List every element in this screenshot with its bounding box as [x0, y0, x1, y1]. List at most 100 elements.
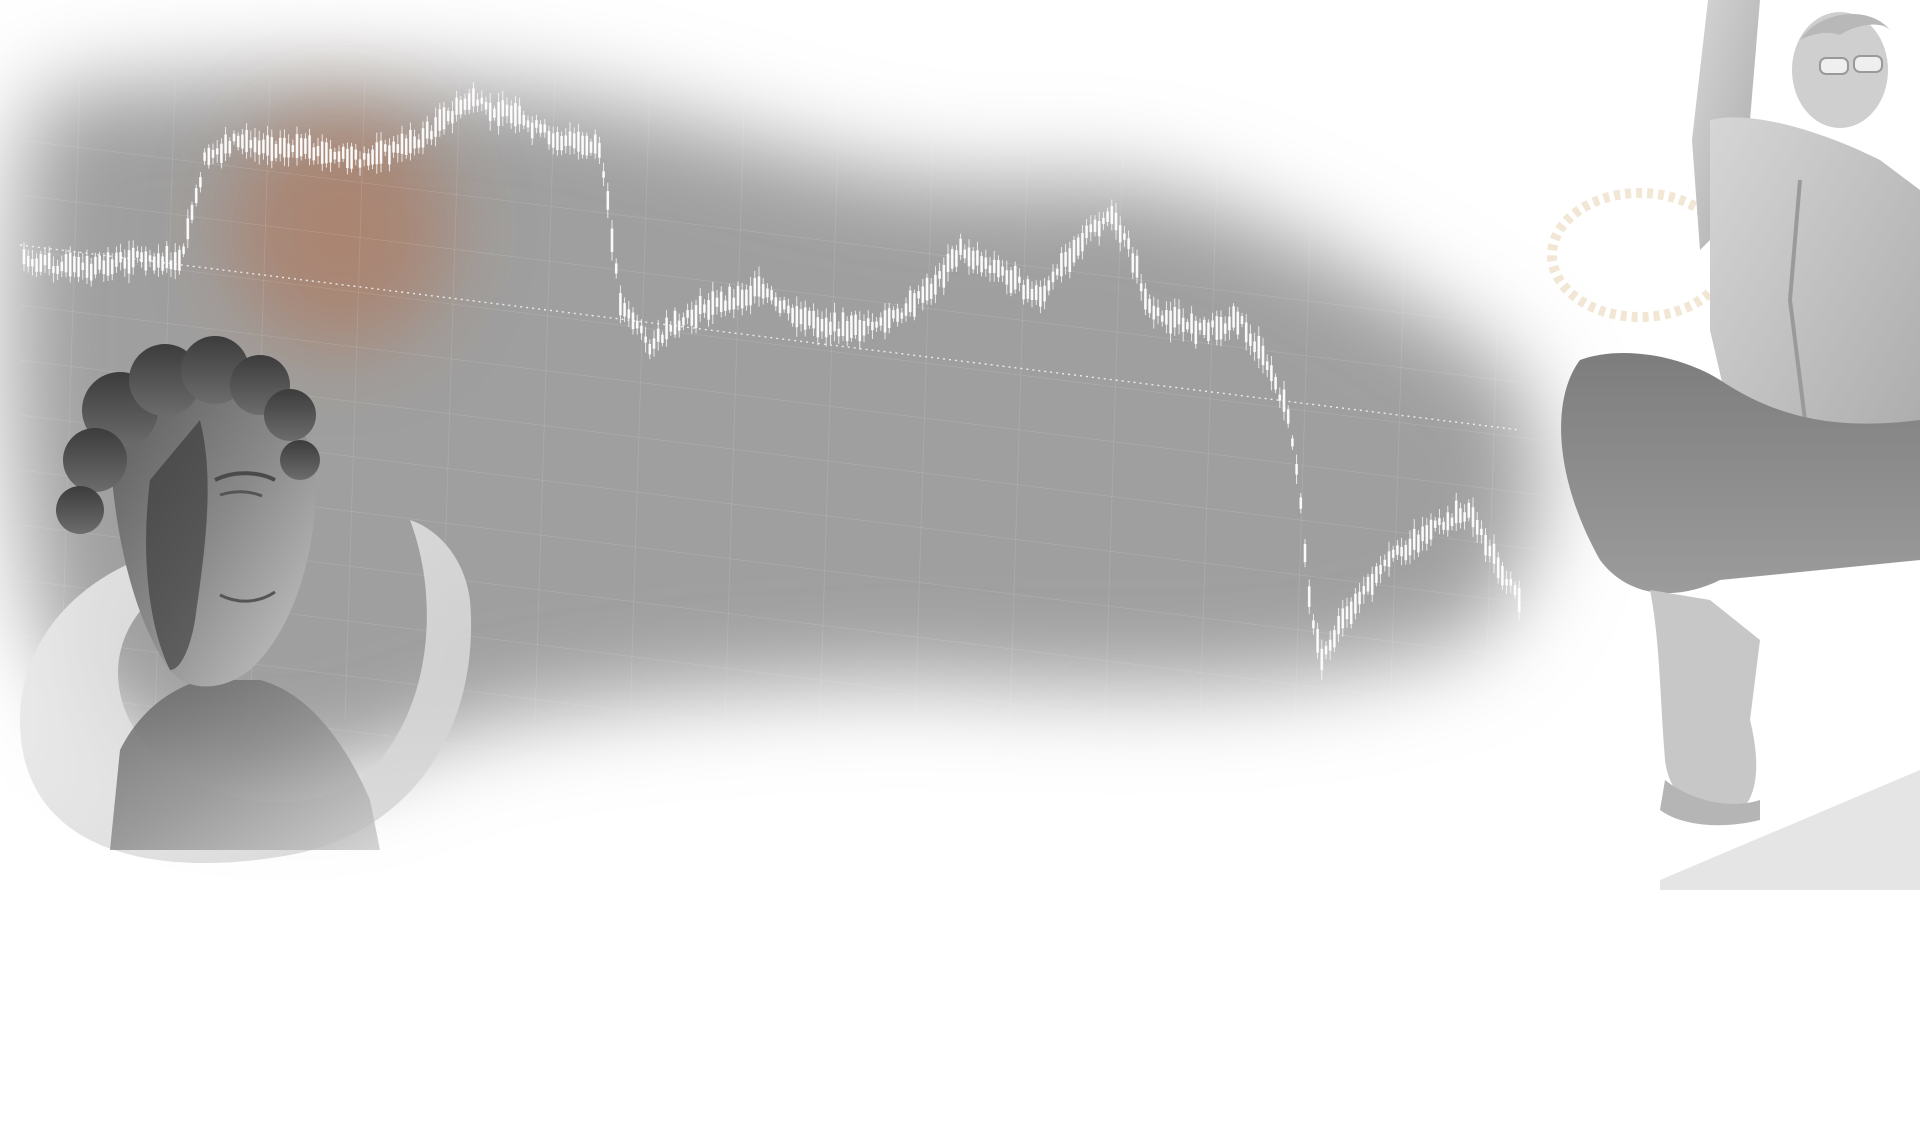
- candle: [1072, 236, 1076, 267]
- candle: [938, 262, 941, 287]
- candle: [577, 123, 580, 160]
- candle: [547, 125, 551, 150]
- candle: [337, 145, 341, 168]
- candle: [1148, 294, 1151, 318]
- candle: [585, 132, 589, 159]
- candle: [1051, 264, 1055, 290]
- candle: [404, 134, 408, 159]
- candle: [375, 132, 379, 174]
- candle: [1064, 243, 1067, 275]
- candle: [728, 283, 731, 313]
- candle: [1253, 332, 1256, 361]
- candle: [1055, 264, 1059, 280]
- candle: [77, 251, 80, 283]
- candle: [199, 172, 202, 193]
- candle: [774, 292, 778, 312]
- candle: [593, 129, 597, 159]
- candle: [1102, 211, 1105, 230]
- candle: [1085, 218, 1088, 245]
- candle: [140, 246, 143, 268]
- candle: [619, 285, 622, 324]
- grid-line: [1199, 79, 1221, 721]
- candle: [304, 133, 307, 160]
- candle: [560, 131, 563, 156]
- candle: [623, 297, 626, 323]
- candle: [224, 127, 227, 161]
- candle: [64, 249, 68, 278]
- candle: [287, 134, 290, 167]
- candle: [1236, 306, 1240, 340]
- candle: [463, 93, 467, 115]
- candle: [959, 233, 962, 261]
- grid-line: [1294, 79, 1316, 721]
- candle: [1454, 492, 1458, 531]
- candle: [572, 127, 576, 155]
- candle: [68, 246, 72, 283]
- candle: [257, 130, 261, 165]
- candle: [581, 131, 584, 159]
- candle: [1127, 230, 1130, 257]
- candle: [127, 240, 131, 284]
- candle: [946, 244, 950, 282]
- candle: [644, 326, 647, 353]
- candle: [1173, 298, 1177, 336]
- candle: [1341, 599, 1345, 637]
- candle: [770, 285, 773, 305]
- candle: [530, 116, 534, 146]
- candle: [1219, 310, 1223, 347]
- candle: [673, 307, 677, 338]
- candle: [236, 132, 240, 151]
- candle: [73, 251, 76, 278]
- candle: [1291, 435, 1294, 450]
- grid-line: [1104, 79, 1126, 721]
- candle: [346, 142, 349, 175]
- candle: [782, 296, 786, 313]
- candle: [791, 304, 794, 327]
- candle: [1177, 299, 1181, 335]
- candle: [677, 313, 681, 338]
- candle: [341, 143, 345, 162]
- candle: [845, 316, 849, 347]
- candle: [333, 147, 337, 164]
- candle: [829, 312, 832, 345]
- grid-line: [914, 79, 936, 721]
- candle: [1270, 355, 1273, 391]
- candle: [1442, 517, 1445, 535]
- candle: [598, 136, 601, 164]
- candle: [488, 93, 492, 131]
- candle: [484, 96, 488, 115]
- candle: [732, 288, 736, 319]
- grid-line: [1009, 79, 1031, 721]
- candle: [1354, 587, 1357, 620]
- candle: [1156, 299, 1160, 325]
- candle: [186, 209, 190, 249]
- grid-line: [1389, 79, 1411, 721]
- candle: [934, 266, 937, 304]
- candle: [497, 93, 500, 135]
- candle: [1232, 303, 1235, 331]
- candle: [1043, 277, 1046, 310]
- candle: [761, 277, 765, 305]
- candle: [698, 288, 702, 323]
- grid-line: [819, 79, 841, 721]
- candle: [778, 297, 782, 317]
- candle: [635, 314, 639, 335]
- candle: [85, 249, 89, 285]
- candle: [131, 240, 135, 275]
- candle: [115, 246, 118, 273]
- candle: [539, 120, 542, 137]
- candle: [866, 310, 870, 335]
- candle: [955, 244, 958, 273]
- candle: [543, 119, 547, 138]
- candle: [123, 249, 127, 277]
- candle: [997, 255, 1000, 283]
- candle: [602, 162, 605, 187]
- candle: [1450, 513, 1454, 531]
- candle: [299, 133, 303, 161]
- candle: [350, 142, 353, 173]
- candle: [228, 137, 232, 158]
- candle: [1425, 518, 1429, 551]
- candle: [316, 137, 320, 165]
- candle: [1249, 324, 1252, 356]
- candle: [967, 239, 971, 275]
